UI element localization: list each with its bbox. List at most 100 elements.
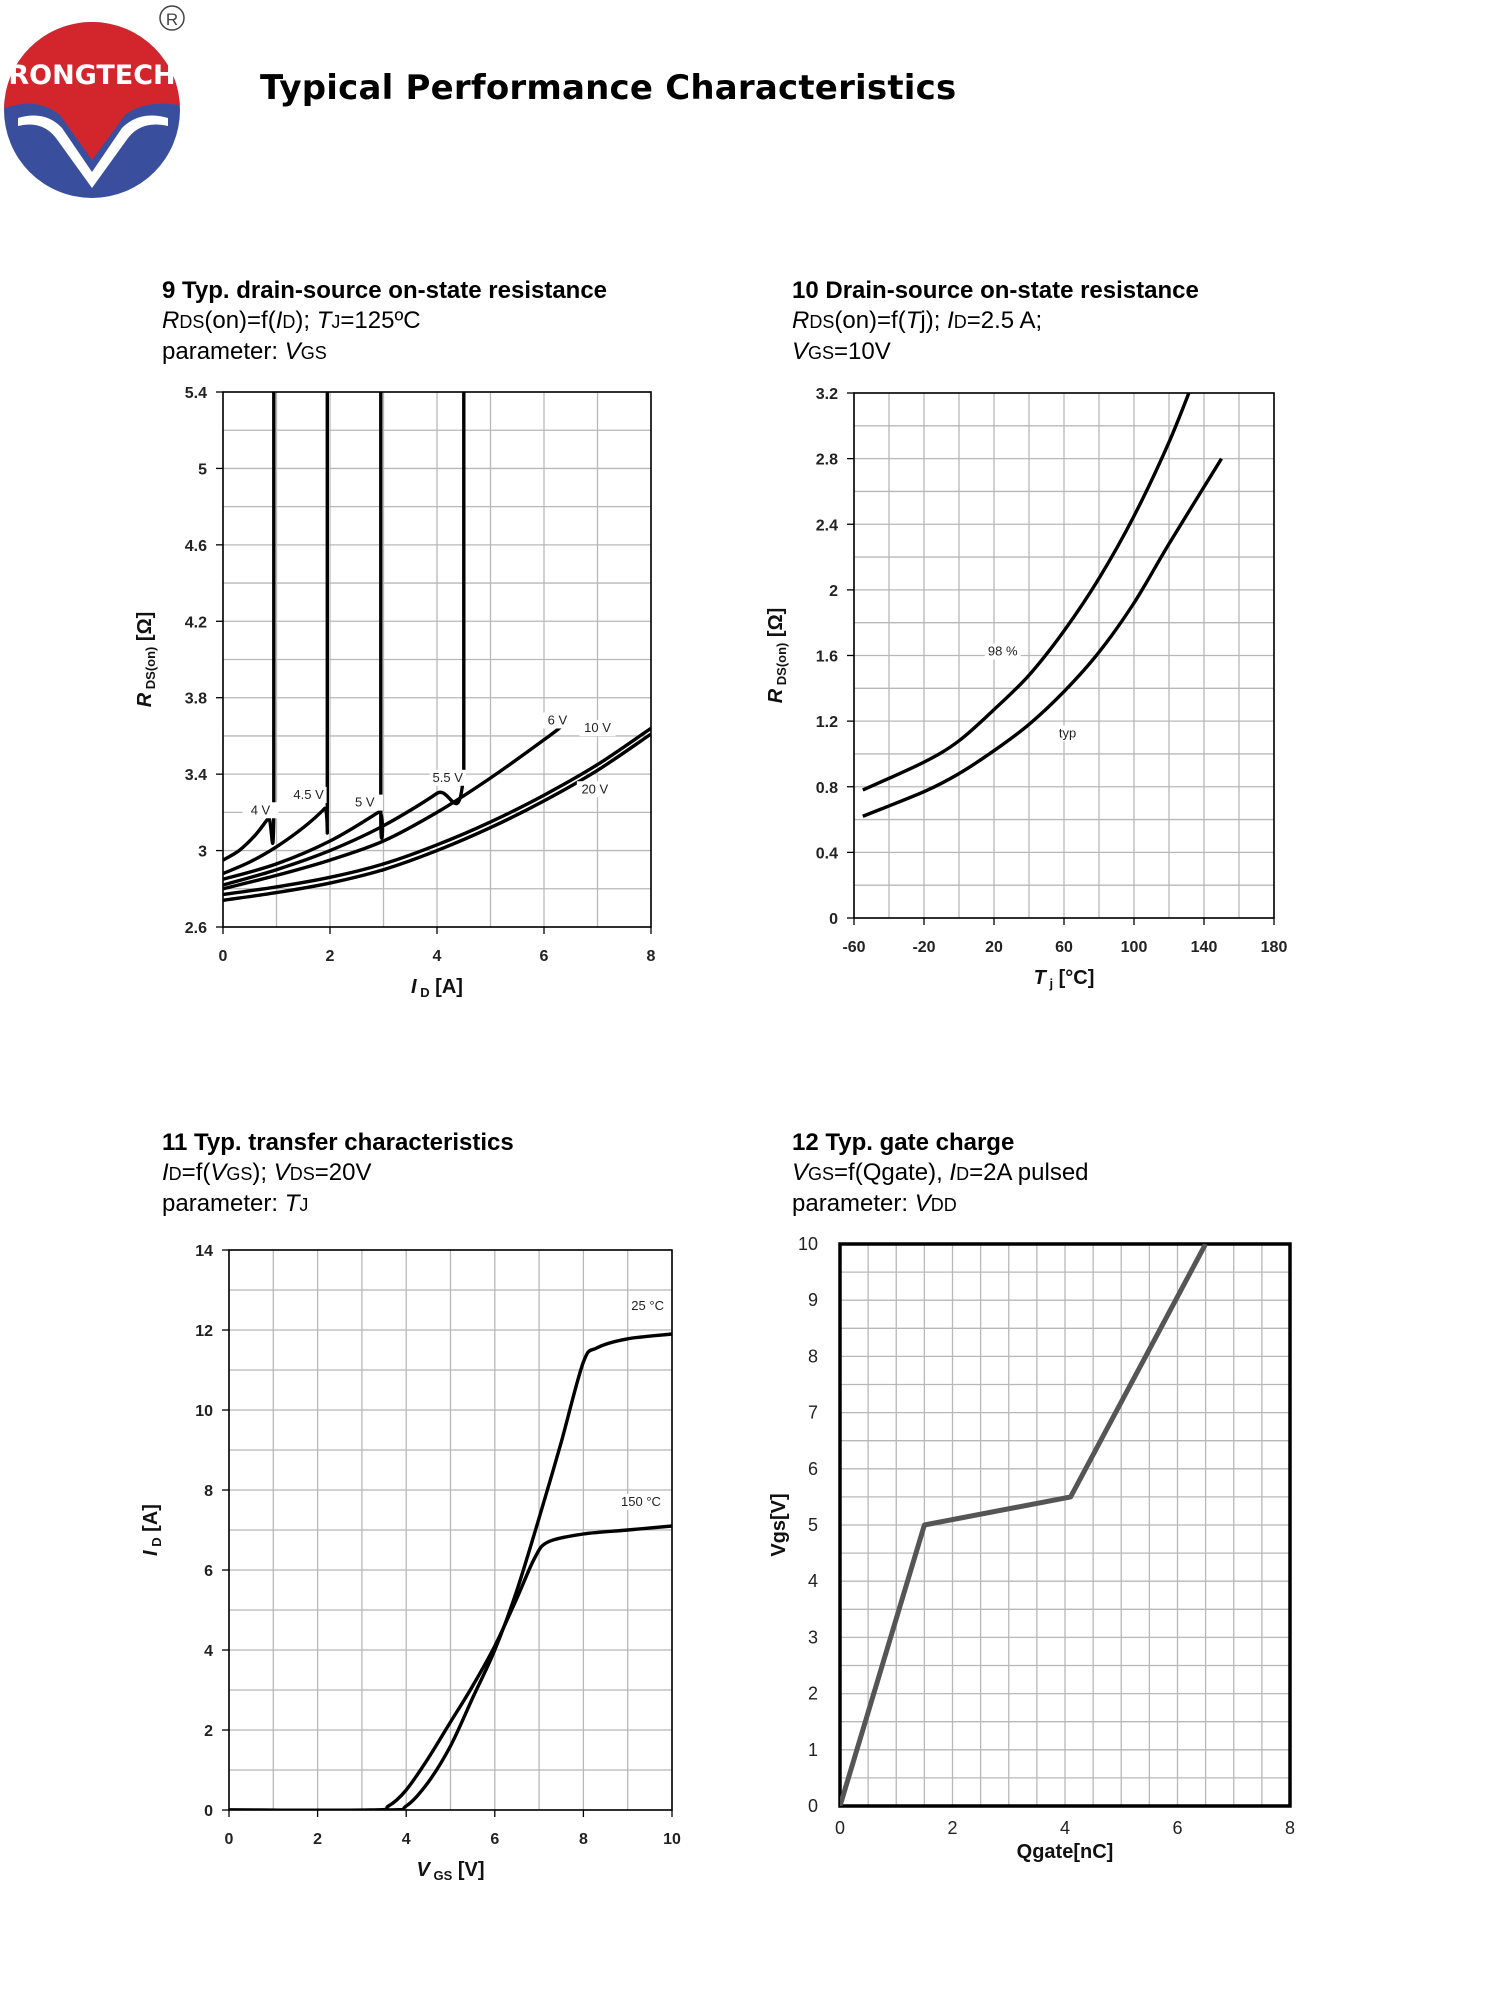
series-98 [862, 393, 1191, 792]
series-typ [862, 457, 1223, 818]
series-label-bg [984, 643, 1021, 660]
y-tick-label: 1.6 [816, 649, 838, 666]
panel9-title: 9 Typ. drain-source on-state resistance [162, 277, 608, 304]
series-label-150-c: 150 °C [621, 1494, 661, 1509]
y-tick-label: 8 [204, 1483, 213, 1500]
series-label-bg [539, 712, 576, 729]
y-tick-label: 2 [829, 583, 838, 600]
series-label-10-v: 10 V [584, 720, 611, 735]
series-4-v [223, 392, 276, 862]
y-tick-label: 5.4 [185, 385, 207, 402]
x-axis-label: I D [A] [411, 976, 463, 1000]
y-tick-label: 4 [204, 1643, 213, 1660]
panel12-formula: VGS=f(Qgate), ID=2A pulsed [792, 1159, 1089, 1186]
x-tick-label: 2 [326, 948, 335, 965]
y-tick-label: 0 [808, 1796, 818, 1816]
series-label-bg [346, 794, 383, 811]
plot-frame [222, 391, 652, 928]
plot-frame [838, 1242, 1292, 1808]
series-label-bg [629, 1298, 666, 1314]
x-tick-label: -20 [912, 939, 935, 956]
series-label-bg [242, 802, 279, 819]
y-axis-label: Vgs[V] [768, 1493, 790, 1556]
x-tick-label: 100 [1121, 939, 1148, 956]
series-10-v [223, 726, 651, 897]
x-tick-label: 140 [1191, 939, 1218, 956]
panel12-header: 12 Typ. gate charge VGS=f(Qgate), ID=2A … [792, 1128, 1089, 1220]
y-tick-label: 3.2 [816, 386, 838, 403]
x-tick-label: -60 [842, 939, 865, 956]
panel12-title: 12 Typ. gate charge [792, 1129, 1015, 1156]
x-tick-label: 6 [490, 1831, 499, 1848]
y-tick-label: 10 [798, 1234, 818, 1254]
y-tick-label: 3.4 [185, 767, 207, 784]
panel11-parameter: parameter: TJ [162, 1190, 309, 1217]
y-tick-label: 6 [808, 1459, 818, 1479]
series-150-c [229, 1524, 672, 1810]
y-tick-label: 4.6 [185, 538, 207, 555]
panel12-parameter: parameter: VDD [792, 1190, 957, 1217]
x-tick-label: 6 [540, 948, 549, 965]
y-tick-label: 3 [198, 844, 207, 861]
series-label-bg [1049, 725, 1086, 742]
panel11-formula: ID=f(VGS); VDS=20V [162, 1159, 372, 1186]
series-label-bg [576, 781, 613, 798]
series-label-25-c: 25 °C [631, 1298, 664, 1313]
x-tick-label: 10 [663, 1831, 681, 1848]
y-tick-label: 3 [808, 1627, 818, 1647]
series-label-5-v: 5 V [355, 795, 375, 810]
x-tick-label: 0 [835, 1818, 845, 1838]
series-label-5-5-v: 5.5 V [433, 770, 464, 785]
x-tick-label: 60 [1055, 939, 1073, 956]
panel11-header: 11 Typ. transfer characteristics ID=f(VG… [162, 1128, 514, 1220]
series-vgs [840, 1244, 1208, 1806]
series-label-bg [579, 720, 616, 737]
panel9-header: 9 Typ. drain-source on-state resistance … [162, 276, 607, 368]
x-tick-label: 6 [1172, 1818, 1182, 1838]
plot-frame [853, 392, 1275, 919]
x-axis-label: Qgate[nC] [1017, 1841, 1114, 1863]
rongtech-logo: RONGTECH R [4, 5, 185, 198]
series-label-bg [290, 786, 327, 803]
y-tick-label: 7 [808, 1403, 818, 1423]
x-tick-label: 0 [225, 1831, 234, 1848]
y-tick-label: 9 [808, 1290, 818, 1310]
panel11-title: 11 Typ. transfer characteristics [162, 1129, 514, 1156]
x-tick-label: 8 [1285, 1818, 1295, 1838]
series-5-5-v [223, 392, 466, 887]
y-tick-label: 2.4 [816, 517, 838, 534]
series-label-4-5-v: 4.5 V [293, 787, 324, 802]
y-tick-label: 2.6 [185, 920, 207, 937]
y-axis-label: R DS(on) [Ω] [765, 608, 789, 704]
x-tick-label: 8 [647, 948, 656, 965]
y-tick-label: 1.2 [816, 714, 838, 731]
y-tick-label: 2.8 [816, 452, 838, 469]
series-label-6-v: 6 V [548, 712, 568, 727]
logo-text: RONGTECH [8, 60, 175, 91]
page-title: Typical Performance Characteristics [260, 68, 957, 108]
y-tick-label: 10 [195, 1403, 213, 1420]
y-tick-label: 0.8 [816, 780, 838, 797]
y-tick-label: 4.2 [185, 614, 207, 631]
plot-frame [228, 1249, 673, 1811]
y-tick-label: 0 [204, 1803, 213, 1820]
y-tick-label: 2 [808, 1684, 818, 1704]
series-20-v [223, 732, 651, 902]
y-tick-label: 5 [808, 1515, 818, 1535]
registered-mark-icon [159, 5, 185, 31]
y-tick-label: 2 [204, 1723, 213, 1740]
y-axis-label: R DS(on) [Ω] [134, 612, 158, 708]
x-tick-label: 2 [947, 1818, 957, 1838]
x-tick-label: 4 [1060, 1818, 1070, 1838]
y-tick-label: 3.8 [185, 691, 207, 708]
x-axis-label: V GS [V] [417, 1859, 485, 1883]
x-axis-label: T j [°C] [1034, 967, 1095, 991]
x-tick-label: 180 [1261, 939, 1288, 956]
series-label-20-v: 20 V [581, 781, 608, 796]
panel10-parameter: VGS=10V [792, 338, 891, 365]
y-tick-label: 8 [808, 1346, 818, 1366]
y-tick-label: 1 [808, 1740, 818, 1760]
y-tick-label: 4 [808, 1571, 818, 1591]
x-tick-label: 4 [433, 948, 442, 965]
x-tick-label: 0 [219, 948, 228, 965]
